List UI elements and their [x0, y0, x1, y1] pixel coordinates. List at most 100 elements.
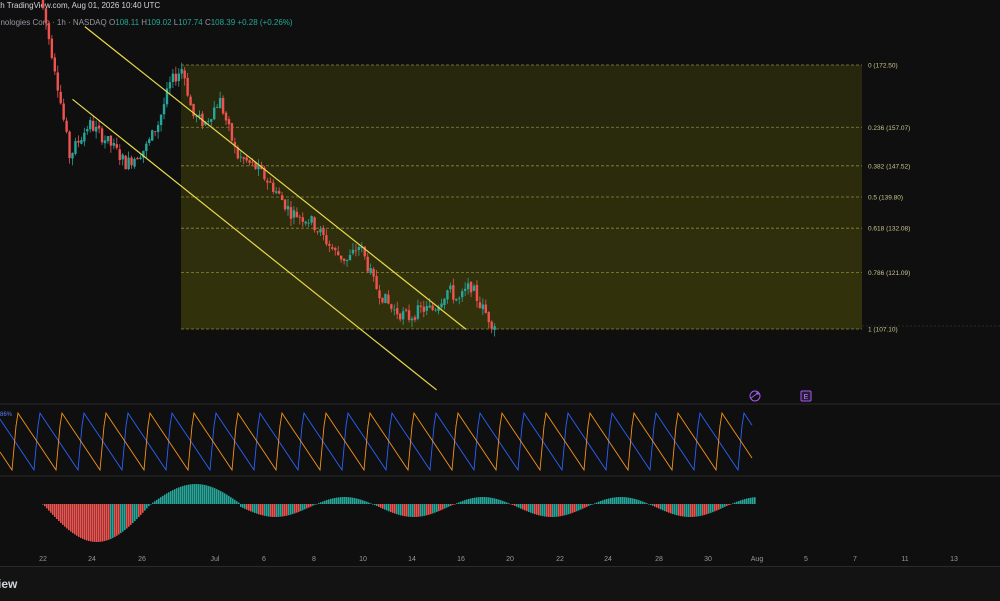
histogram-bar — [742, 499, 744, 504]
candle-body — [189, 96, 192, 106]
histogram-bar — [232, 498, 234, 504]
histogram-bar — [244, 504, 246, 509]
candle-body — [109, 135, 113, 146]
fibonacci-retracement[interactable]: 0 (172.50) 0.236 (157.07) 0.382 (147.52) 0.… — [181, 63, 1000, 334]
histogram-bar — [424, 504, 426, 516]
histogram-bar — [490, 497, 492, 504]
time-axis-tick: Jul — [211, 556, 220, 563]
candle-body — [334, 247, 337, 251]
histogram-bar — [326, 500, 328, 504]
candle-body — [455, 298, 458, 301]
histogram-bar — [682, 504, 684, 517]
histogram-bar — [114, 504, 116, 537]
candle-body — [198, 114, 201, 117]
histogram-bar — [92, 504, 94, 542]
histogram-bar — [368, 502, 370, 504]
candle-body — [283, 199, 287, 210]
candle-body — [316, 231, 319, 233]
symbol-legend[interactable]: hnologies Corp · 1h · NASDAQ O108.11 H10… — [0, 18, 293, 27]
histogram-bar — [684, 504, 686, 517]
brand-logo: iew — [0, 577, 18, 591]
candle-body — [342, 258, 346, 261]
candle-body — [443, 298, 446, 305]
histogram-bar — [650, 504, 652, 505]
time-axis-tick: 24 — [604, 556, 612, 563]
histogram-bar — [246, 504, 248, 510]
histogram-bar — [452, 504, 454, 505]
histogram-bar — [664, 504, 666, 512]
histogram-bar — [528, 504, 530, 513]
candle-body — [475, 284, 479, 301]
histogram-bar — [744, 499, 746, 504]
histogram-bar — [312, 504, 314, 506]
histogram-bar — [550, 504, 552, 517]
candle-body — [97, 125, 101, 129]
histogram-bar — [226, 494, 228, 504]
histogram-bar — [348, 497, 350, 504]
candle-body — [210, 119, 213, 122]
histogram-bar — [156, 499, 158, 504]
histogram-bar — [88, 504, 90, 541]
histogram-bar — [154, 501, 156, 504]
histogram-bar — [160, 497, 162, 504]
histogram-bar — [198, 484, 200, 504]
time-axis-tick: 16 — [457, 556, 465, 563]
candle-body — [112, 142, 116, 146]
histogram-bar — [314, 504, 316, 505]
candle-body — [446, 290, 449, 300]
candle-body — [322, 227, 325, 235]
candle-body — [487, 312, 490, 323]
time-axis-tick: Aug — [751, 556, 764, 563]
histogram-bar — [82, 504, 84, 539]
fib-zone-band — [181, 127, 862, 166]
candle-body — [460, 291, 464, 298]
histogram-bar — [712, 504, 714, 513]
histogram-bar — [112, 504, 114, 538]
time-axis-tick: 28 — [655, 556, 663, 563]
histogram-bar — [394, 504, 396, 514]
candle-body — [168, 82, 172, 89]
histogram-bar — [432, 504, 434, 514]
candle-body — [266, 180, 269, 183]
histogram-bar — [554, 504, 556, 517]
histogram-bar — [648, 504, 650, 505]
candle-body — [328, 243, 331, 246]
histogram-bar — [74, 504, 76, 535]
histogram-bar — [378, 504, 380, 507]
histogram-bar — [134, 504, 136, 522]
histogram-bar — [102, 504, 104, 542]
histogram-bar — [308, 504, 310, 508]
histogram-bar — [622, 497, 624, 504]
histogram-bar — [704, 504, 706, 515]
histogram-bar — [474, 497, 476, 504]
candle-body — [366, 256, 369, 272]
histogram-bar — [220, 491, 222, 504]
oscillator-orange-line — [0, 411, 753, 472]
candle-body — [130, 157, 133, 166]
histogram-bar — [66, 504, 68, 529]
histogram-bar — [84, 504, 86, 540]
histogram-bar — [624, 497, 626, 504]
candle-body — [458, 297, 461, 299]
candle-body — [434, 309, 437, 311]
histogram-bar — [324, 500, 326, 504]
price-chart[interactable]: 0 (172.50) 0.236 (157.07) 0.382 (147.52) 0.… — [0, 0, 1000, 566]
earnings-event-icon[interactable] — [800, 390, 812, 402]
histogram-bar — [90, 504, 92, 542]
fib-level-label: 0 (172.50) — [868, 63, 898, 70]
candle-body — [277, 191, 281, 194]
histogram-bar — [302, 504, 304, 511]
event-icons[interactable]: E — [749, 390, 812, 402]
histogram-bar — [544, 504, 546, 517]
histogram-bar — [216, 489, 218, 504]
histogram-bar — [750, 497, 752, 504]
histogram-bar — [194, 484, 196, 504]
time-axis-tick: 7 — [853, 556, 857, 563]
descending-channel[interactable] — [72, 26, 467, 391]
dividend-event-icon[interactable] — [749, 390, 761, 402]
histogram-bar — [170, 491, 172, 504]
candle-body — [121, 154, 124, 160]
histogram-bar — [672, 504, 674, 515]
histogram-bar — [674, 504, 676, 515]
candle-body — [428, 305, 431, 308]
